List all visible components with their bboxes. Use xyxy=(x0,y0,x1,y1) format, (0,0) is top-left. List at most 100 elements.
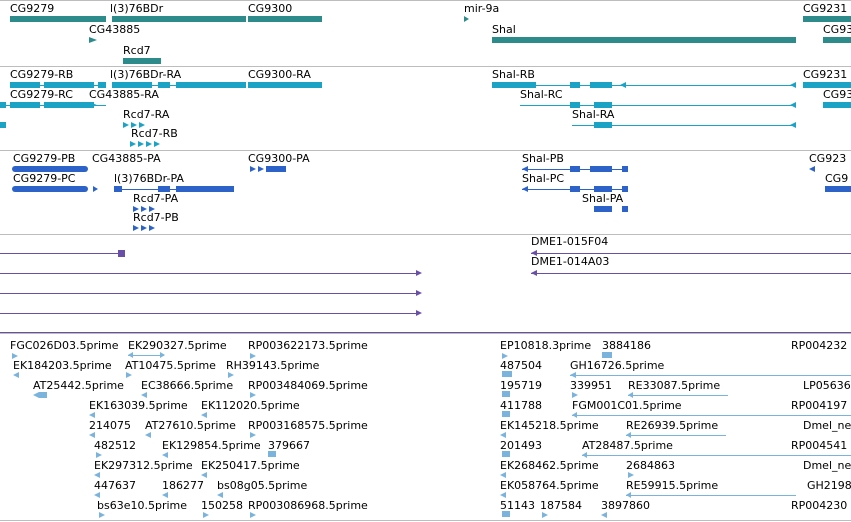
protein-feature[interactable] xyxy=(93,186,98,192)
protein-exon[interactable] xyxy=(522,166,528,172)
est-label[interactable]: FGC026D03.5prime xyxy=(10,339,119,352)
transcript-exon[interactable] xyxy=(0,122,6,128)
transcript-feature[interactable] xyxy=(520,105,796,106)
clone-end[interactable] xyxy=(531,250,537,256)
protein-label[interactable]: Rcd7-PB xyxy=(133,211,179,224)
est-label[interactable]: EK184203.5prime xyxy=(13,359,112,372)
est-feature[interactable] xyxy=(502,391,510,397)
clone-feature[interactable] xyxy=(531,253,851,254)
transcript-exon[interactable] xyxy=(570,102,580,108)
protein-label[interactable]: Rcd7-PA xyxy=(133,192,179,205)
transcript-exon[interactable] xyxy=(44,82,94,88)
transcript-exon[interactable] xyxy=(89,102,97,108)
est-feature[interactable] xyxy=(502,451,510,457)
transcript-label[interactable]: Rcd7-RB xyxy=(131,127,178,140)
protein-label[interactable]: l(3)76BDr-PA xyxy=(114,172,184,185)
transcript-label[interactable]: l(3)76BDr-RA xyxy=(110,68,182,81)
est-feature[interactable] xyxy=(99,512,105,518)
transcript-exon[interactable] xyxy=(146,141,152,147)
est-label[interactable]: 482512 xyxy=(94,439,136,452)
est-feature[interactable] xyxy=(502,371,512,377)
protein-label[interactable]: CG43885-PA xyxy=(92,152,161,165)
transcript-exon[interactable] xyxy=(594,102,612,108)
protein-feature[interactable] xyxy=(12,166,88,172)
clone-feature[interactable] xyxy=(0,273,418,274)
est-feature[interactable] xyxy=(602,352,612,358)
est-feature[interactable] xyxy=(250,432,256,438)
transcript-label[interactable]: CG43885-RA xyxy=(89,88,159,101)
transcript-exon[interactable] xyxy=(590,82,612,88)
transcript-label[interactable]: CG9279-RB xyxy=(10,68,74,81)
transcript-exon[interactable] xyxy=(158,82,170,88)
est-label[interactable]: Dmel_ne xyxy=(803,459,851,472)
protein-exon[interactable] xyxy=(590,166,612,172)
protein-label[interactable]: CG923 xyxy=(809,152,847,165)
transcript-exon[interactable] xyxy=(790,122,796,128)
transcript-label[interactable]: Shal-RA xyxy=(572,108,615,121)
est-feature[interactable] xyxy=(502,511,510,517)
gene-label[interactable]: l(3)76BDr xyxy=(110,2,164,15)
est-feature[interactable] xyxy=(628,392,633,398)
clone-feature[interactable] xyxy=(0,293,418,294)
est-label[interactable]: RH39143.5prime xyxy=(226,359,320,372)
gene-label[interactable]: CG93 xyxy=(823,23,851,36)
est-feature[interactable] xyxy=(201,472,207,478)
est-feature[interactable] xyxy=(203,512,209,518)
transcript-feature[interactable] xyxy=(492,85,796,86)
est-label[interactable]: RP003086968.5prime xyxy=(248,499,368,512)
est-label[interactable]: 201493 xyxy=(500,439,542,452)
est-label[interactable]: EC38666.5prime xyxy=(141,379,234,392)
protein-exon[interactable] xyxy=(594,206,612,212)
gene-feature[interactable] xyxy=(10,16,106,22)
clone-label[interactable]: DME1-014A03 xyxy=(531,255,610,268)
transcript-exon[interactable] xyxy=(570,82,580,88)
transcript-label[interactable]: CG9279-RC xyxy=(10,88,73,101)
clone-label[interactable]: DME1-015F04 xyxy=(531,235,609,248)
protein-exon[interactable] xyxy=(622,206,628,212)
est-feature[interactable] xyxy=(502,353,508,359)
est-label[interactable]: 2684863 xyxy=(626,459,675,472)
est-label[interactable]: EK250417.5prime xyxy=(201,459,300,472)
protein-feature[interactable] xyxy=(250,166,256,172)
est-feature[interactable] xyxy=(500,472,506,478)
est-label[interactable]: bs08g05.5prime xyxy=(217,479,308,492)
est-label[interactable]: 186277 xyxy=(162,479,204,492)
transcript-exon[interactable] xyxy=(112,82,152,88)
est-feature[interactable] xyxy=(12,353,18,359)
protein-exon[interactable] xyxy=(522,186,528,192)
est-label[interactable]: 150258 xyxy=(201,499,243,512)
protein-exon[interactable] xyxy=(141,206,147,212)
transcript-exon[interactable] xyxy=(620,82,626,88)
est-label[interactable]: AT27610.5prime xyxy=(145,419,236,432)
protein-label[interactable]: CG9 xyxy=(825,172,849,185)
protein-label[interactable]: Shal-PC xyxy=(522,172,565,185)
transcript-feature[interactable] xyxy=(572,125,796,126)
protein-feature[interactable] xyxy=(258,166,264,172)
est-label[interactable]: AT25442.5prime xyxy=(33,379,124,392)
transcript-exon[interactable] xyxy=(138,141,144,147)
est-label[interactable]: 3897860 xyxy=(601,499,650,512)
est-label[interactable]: AT10475.5prime xyxy=(125,359,216,372)
est-feature[interactable] xyxy=(582,455,851,456)
gene-label[interactable]: CG9279 xyxy=(10,2,55,15)
est-feature[interactable] xyxy=(626,435,726,436)
clone-feature[interactable] xyxy=(531,273,851,274)
est-feature[interactable] xyxy=(626,432,631,438)
protein-exon[interactable] xyxy=(158,186,170,192)
gene-feature[interactable] xyxy=(248,16,322,22)
est-label[interactable]: 447637 xyxy=(94,479,136,492)
protein-exon[interactable] xyxy=(114,186,122,192)
est-label[interactable]: EK112020.5prime xyxy=(201,399,300,412)
est-feature[interactable] xyxy=(141,392,147,398)
est-feature[interactable] xyxy=(96,452,102,458)
est-feature[interactable] xyxy=(500,492,506,498)
transcript-exon[interactable] xyxy=(248,82,322,88)
transcript-label[interactable]: Shal-RB xyxy=(492,68,535,81)
protein-exon[interactable] xyxy=(570,186,580,192)
clone-feature[interactable] xyxy=(0,253,124,254)
est-label[interactable]: RE33087.5prime xyxy=(628,379,721,392)
protein-exon[interactable] xyxy=(622,186,628,192)
est-feature[interactable] xyxy=(162,452,168,458)
gene-label[interactable]: CG9231 xyxy=(803,2,848,15)
transcript-label[interactable]: CG9231 xyxy=(803,68,848,81)
